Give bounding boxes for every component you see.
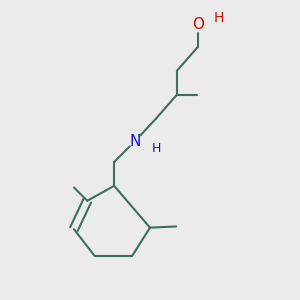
Text: H: H bbox=[214, 11, 224, 25]
Text: H: H bbox=[151, 142, 161, 155]
Text: N: N bbox=[129, 134, 141, 148]
Text: O: O bbox=[192, 17, 204, 32]
